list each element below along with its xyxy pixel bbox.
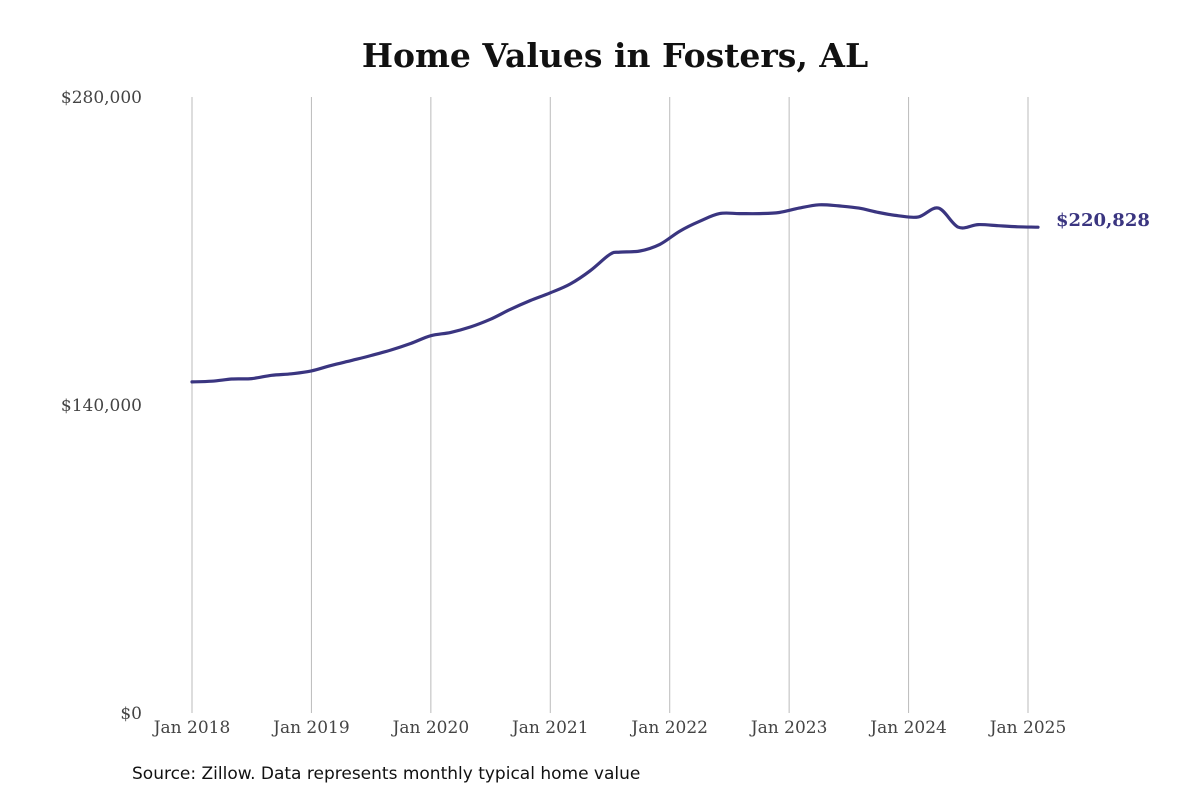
chart-title: Home Values in Fosters, AL (361, 36, 869, 75)
y-axis-ticks: $0 $140,000 $280,000 (61, 88, 142, 724)
gridlines (191, 97, 1029, 713)
y-tick-label: $280,000 (61, 88, 142, 108)
x-tick-label: Jan 2024 (868, 718, 947, 738)
end-value-label: $220,828 (1056, 210, 1150, 231)
x-tick-label: Jan 2018 (152, 718, 231, 738)
x-tick-label: Jan 2020 (391, 718, 470, 738)
data-labels: $220,828 (1056, 210, 1150, 231)
series-line (190, 203, 1040, 384)
x-tick-label: Jan 2021 (510, 718, 589, 738)
x-tick-label: Jan 2025 (988, 718, 1067, 738)
source-note: Source: Zillow. Data represents monthly … (132, 764, 641, 784)
series-group (190, 203, 1040, 384)
x-tick-label: Jan 2019 (271, 718, 350, 738)
y-tick-label: $140,000 (61, 396, 142, 416)
x-axis-ticks: Jan 2018 Jan 2019 Jan 2020 Jan 2021 Jan 2022… (152, 718, 1067, 738)
x-tick-label: Jan 2023 (749, 718, 828, 738)
y-tick-label: $0 (120, 704, 142, 724)
x-tick-label: Jan 2022 (629, 718, 708, 738)
